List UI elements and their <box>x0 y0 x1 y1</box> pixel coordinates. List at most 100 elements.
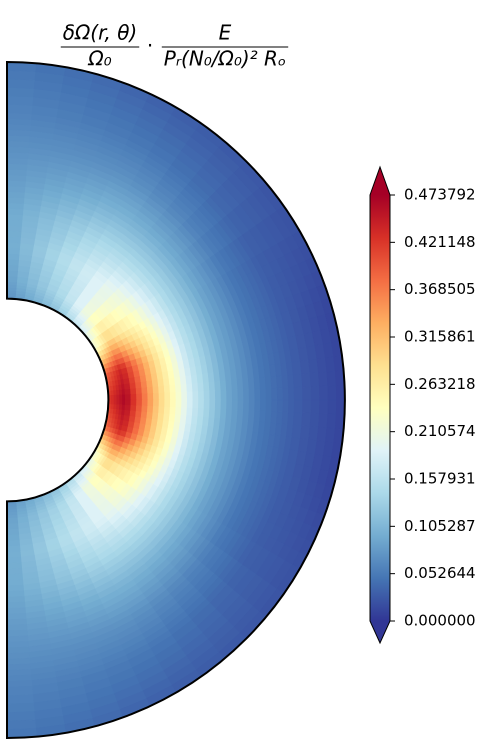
title-den: Ω₀ <box>87 47 111 71</box>
contour-cell <box>282 387 289 401</box>
contour-cell <box>6 528 20 536</box>
contour-cell <box>186 399 194 409</box>
contour-cell <box>163 406 171 415</box>
contour-cell <box>243 389 250 401</box>
colorbar-tick-label: 0.473792 <box>404 186 476 204</box>
contour-cell <box>6 556 22 564</box>
contour-cell <box>301 412 312 427</box>
contour-cell <box>135 410 143 418</box>
contour-cell <box>152 386 160 394</box>
contour-cell <box>254 399 261 412</box>
colorbar-extend <box>370 167 390 195</box>
contour-cell <box>270 411 278 424</box>
contour-cell <box>175 384 182 393</box>
contour-cell <box>163 413 171 422</box>
contour-cell <box>6 534 20 542</box>
contour-cell <box>282 399 289 413</box>
contour-cell <box>186 407 194 417</box>
contour-cell <box>123 383 131 391</box>
contour-cell <box>6 241 22 249</box>
contour-cell <box>6 87 35 98</box>
contour-cell <box>253 377 261 390</box>
contour-cell <box>6 95 34 106</box>
contour-cell <box>6 711 36 722</box>
contour-cell <box>231 389 239 401</box>
contour-cell <box>6 596 26 604</box>
contour-cell <box>6 579 24 587</box>
contour-cell <box>158 385 165 394</box>
contour-cell <box>247 410 255 422</box>
contour-cell <box>116 394 120 401</box>
contour-cell <box>147 393 154 401</box>
contour-cell <box>6 253 21 261</box>
contour-cell <box>164 392 171 401</box>
contour-cell <box>175 407 182 416</box>
contour-cell <box>163 385 171 394</box>
contour-cell <box>327 399 337 415</box>
contour-cell <box>124 388 132 396</box>
contour-cell <box>197 382 205 392</box>
contour-cell <box>6 103 34 115</box>
contour-cell <box>146 386 154 395</box>
contour-cell <box>169 384 177 394</box>
contour-cell <box>326 413 337 430</box>
contour-cell <box>6 275 19 283</box>
contour-cell <box>169 392 177 401</box>
contour-cell <box>203 408 210 419</box>
contour-cell <box>259 388 267 401</box>
contour-cell <box>214 381 222 392</box>
contour-cell <box>129 382 137 390</box>
colorbar-tick-label: 0.368505 <box>404 280 476 298</box>
contour-cell <box>6 219 24 227</box>
colorbar-tick-label: 0.105287 <box>404 517 476 535</box>
contour-cell <box>151 379 159 388</box>
contour-cell <box>265 399 273 412</box>
contour-cell <box>180 383 188 393</box>
contour-cell <box>180 407 188 417</box>
contour-cell <box>136 399 143 407</box>
contour-cell <box>276 387 284 401</box>
title-num: δΩ(r, θ) <box>63 21 137 45</box>
contour-cell <box>6 270 19 277</box>
contour-cell <box>231 409 239 421</box>
contour-cell <box>319 385 329 401</box>
colorbar-tick-label: 0.210574 <box>404 422 476 440</box>
colorbar-extend <box>370 621 390 643</box>
contour-cell <box>248 399 256 412</box>
contour-cell <box>203 381 210 392</box>
contour-cell <box>309 412 320 428</box>
chart-title: δΩ(r, θ) Ω₀ · E Pᵣ(N₀/Ω₀)² Rₒ <box>60 21 289 71</box>
contour-cell <box>259 410 267 423</box>
field <box>6 61 346 739</box>
contour-cell <box>6 264 20 272</box>
contour-cell <box>247 378 255 390</box>
contour-cell <box>288 399 295 413</box>
contour-cell <box>135 382 143 390</box>
title-num: E <box>219 21 232 45</box>
contour-cell <box>301 373 312 388</box>
colorbar-tick-label: 0.315861 <box>404 328 476 346</box>
contour-cell <box>124 399 132 406</box>
colorbar-tick-label: 0.421148 <box>404 233 476 251</box>
contour-cell <box>270 376 278 389</box>
contour-cell <box>6 78 36 89</box>
contour-cell <box>6 584 25 592</box>
contour-cell <box>6 208 25 216</box>
contour-cell <box>225 380 233 391</box>
contour-cell <box>153 393 160 401</box>
contour-cell <box>6 236 22 244</box>
contour-cell <box>130 405 137 412</box>
contour-cell <box>208 381 216 392</box>
contour-cell <box>6 568 23 575</box>
contour-cell <box>6 258 20 266</box>
contour-cell <box>264 376 272 390</box>
contour-cell <box>191 407 199 418</box>
contour-cell <box>6 551 22 559</box>
contour-cell <box>259 377 267 390</box>
contour-cell <box>6 517 19 525</box>
contour-cell <box>157 379 165 388</box>
contour-cell <box>236 379 244 391</box>
contour-cell <box>318 413 329 429</box>
contour-cell <box>310 399 320 414</box>
contour-cell <box>310 386 320 401</box>
